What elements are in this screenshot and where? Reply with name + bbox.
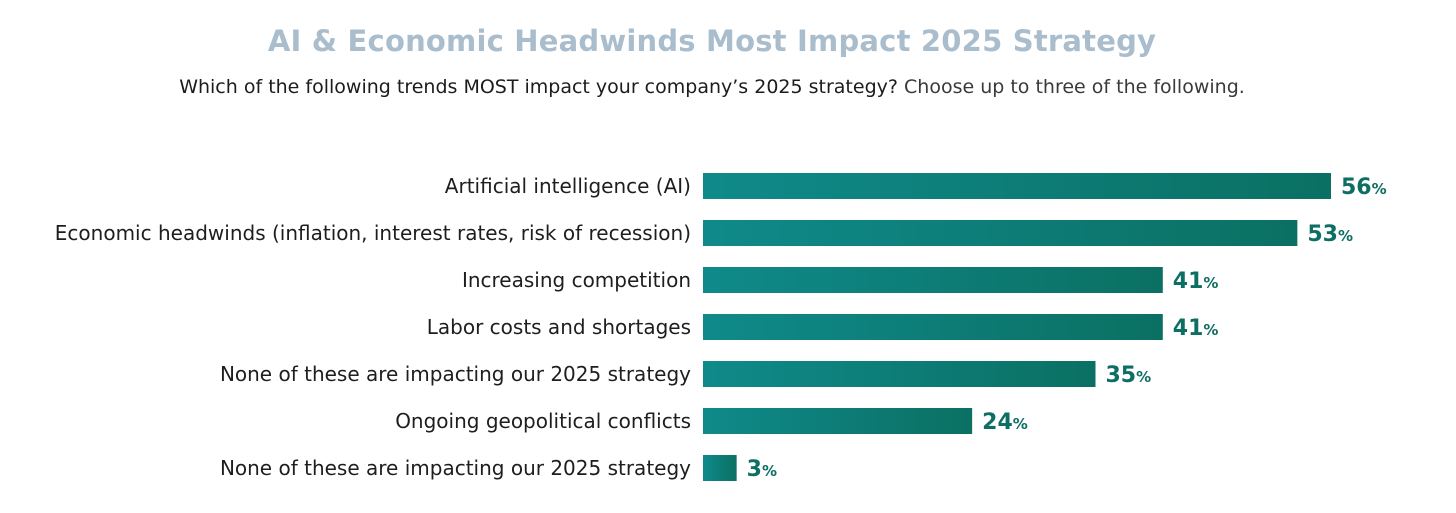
bar-row: Ongoing geopolitical conflicts 24% [395,408,1028,435]
value-label: 41% [1173,316,1219,341]
category-label: Labor costs and shortages [427,315,691,339]
category-label: None of these are impacting our 2025 str… [220,456,691,480]
category-label: Economic headwinds (inflation, interest … [55,221,691,245]
value-label: 35% [1106,363,1152,388]
chart-subtitle: Which of the following trends MOST impac… [0,76,1424,98]
value-label: 3% [747,457,777,482]
bar [703,267,1163,293]
category-label: Increasing competition [462,268,691,292]
value-label: 56% [1341,175,1387,200]
subtitle-question: Which of the following trends MOST impac… [179,76,898,98]
bar-row: Artificial intelligence (AI) 56% [445,173,1387,200]
bar-row: Increasing competition 41% [462,267,1218,294]
bar-row: None of these are impacting our 2025 str… [220,455,777,482]
category-label: None of these are impacting our 2025 str… [220,362,691,386]
bar [703,220,1298,246]
bar-row: Economic headwinds (inflation, interest … [55,220,1353,247]
category-label: Ongoing geopolitical conflicts [395,409,691,433]
bars-layer: Artificial intelligence (AI) 56% Economic … [55,173,1387,482]
subtitle-note: Choose up to three of the following. [904,76,1245,98]
bar-row: None of these are impacting our 2025 str… [220,361,1151,388]
bar [703,455,737,481]
bar [703,314,1163,340]
bar [703,408,973,434]
bar-row: Labor costs and shortages 41% [427,314,1219,341]
bar [703,361,1096,387]
value-label: 24% [982,410,1028,435]
category-label: Artificial intelligence (AI) [445,174,691,198]
value-label: 53% [1307,222,1353,247]
chart-title: AI & Economic Headwinds Most Impact 2025… [267,24,1157,58]
value-label: 41% [1173,269,1219,294]
bar [703,173,1331,199]
